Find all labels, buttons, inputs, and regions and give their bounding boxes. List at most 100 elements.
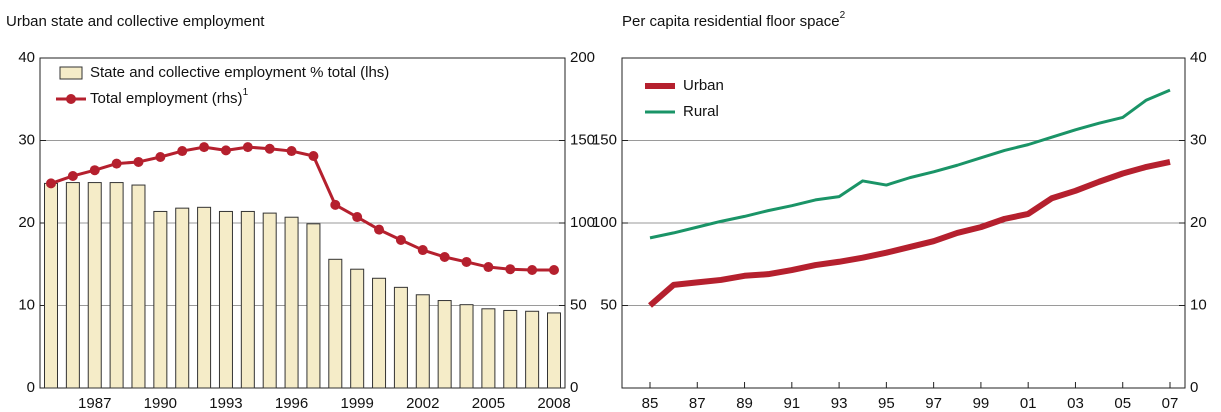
series-point xyxy=(89,165,100,176)
series-point xyxy=(374,224,385,235)
y2-tick-label: 10 xyxy=(1190,296,1207,313)
bar xyxy=(459,304,474,389)
title-note: 2 xyxy=(840,10,846,21)
legend-text: Urban xyxy=(683,77,724,94)
bar xyxy=(547,312,561,389)
series-point xyxy=(527,265,538,276)
bar xyxy=(65,182,80,389)
bar xyxy=(393,286,408,389)
bar xyxy=(87,182,102,389)
series-point xyxy=(461,256,472,267)
y2-tick-label: 30 xyxy=(1190,131,1207,148)
legend-text: Rural xyxy=(683,103,719,120)
legend-label: Urban xyxy=(683,77,724,94)
series-point xyxy=(242,142,253,153)
x-tick-label: 2008 xyxy=(537,395,570,412)
y-tick-label: 40 xyxy=(18,49,35,66)
y-tick-label: 30 xyxy=(18,131,35,148)
bar xyxy=(44,182,58,389)
legend-label: Rural xyxy=(683,103,719,120)
series-point xyxy=(352,212,363,223)
legend-text: State and collective employment % total … xyxy=(90,64,389,81)
bar xyxy=(328,258,343,389)
y2-tick-label: 0 xyxy=(570,379,578,396)
legend-note: 1 xyxy=(243,87,249,98)
series-point xyxy=(395,234,406,245)
legend-label: Total employment (rhs)1 xyxy=(90,87,249,107)
title-text: Urban state and collective employment xyxy=(6,13,265,30)
bar xyxy=(525,310,540,389)
chart-title: Urban state and collective employment xyxy=(6,13,265,30)
x-tick-label: 1999 xyxy=(340,395,373,412)
series-point xyxy=(67,170,78,181)
x-tick-label: 03 xyxy=(1067,395,1084,412)
bar xyxy=(218,210,233,389)
bar xyxy=(306,223,321,389)
bar xyxy=(415,294,430,389)
bar xyxy=(109,182,124,389)
bar xyxy=(262,212,277,389)
bar xyxy=(481,308,496,389)
series-line xyxy=(648,159,1171,308)
y-tick-label: 50 xyxy=(600,296,617,313)
legend-marker xyxy=(66,94,76,104)
series-point xyxy=(330,199,341,210)
x-tick-label: 2005 xyxy=(472,395,505,412)
bar xyxy=(197,206,212,389)
x-tick-label: 2002 xyxy=(406,395,439,412)
y2-tick-label: 100 xyxy=(570,214,595,231)
series-point xyxy=(220,145,231,156)
series-point xyxy=(46,178,56,189)
series-point xyxy=(505,264,516,275)
y-tick-label: 10 xyxy=(18,296,35,313)
x-tick-label: 1993 xyxy=(209,395,242,412)
x-tick-label: 97 xyxy=(925,395,942,412)
chart-title: Per capita residential floor space2 xyxy=(622,10,846,30)
series-point xyxy=(483,262,494,273)
series-point xyxy=(133,156,144,167)
series-line xyxy=(649,88,1171,240)
y-tick-label: 100 xyxy=(592,214,617,231)
x-tick-label: 1987 xyxy=(78,395,111,412)
x-tick-label: 07 xyxy=(1162,395,1179,412)
x-tick-label: 95 xyxy=(878,395,895,412)
bar xyxy=(503,309,518,389)
series-point xyxy=(417,245,428,256)
x-tick-label: 89 xyxy=(736,395,753,412)
title-text: Per capita residential floor space xyxy=(622,13,840,30)
legend-text: Total employment (rhs) xyxy=(90,90,243,107)
legend-label: State and collective employment % total … xyxy=(90,64,389,81)
x-tick-label: 1996 xyxy=(275,395,308,412)
x-tick-label: 05 xyxy=(1114,395,1131,412)
series-point xyxy=(549,265,559,276)
bar xyxy=(240,210,255,389)
legend-swatch xyxy=(59,66,83,80)
bar xyxy=(131,184,146,389)
y2-tick-label: 40 xyxy=(1190,49,1207,66)
x-tick-label: 93 xyxy=(831,395,848,412)
bar xyxy=(175,207,190,389)
bar xyxy=(284,216,299,389)
bar xyxy=(350,268,365,389)
bar xyxy=(437,300,452,389)
y2-tick-label: 20 xyxy=(1190,214,1207,231)
y-tick-label: 20 xyxy=(18,214,35,231)
series-point xyxy=(111,158,122,169)
series-point xyxy=(308,151,319,162)
y-tick-label: 0 xyxy=(27,379,35,396)
series-point xyxy=(439,251,450,262)
x-tick-label: 1990 xyxy=(144,395,177,412)
series-line xyxy=(50,145,554,272)
series-point xyxy=(264,143,275,154)
y2-tick-label: 0 xyxy=(1190,379,1198,396)
y-tick-label: 150 xyxy=(592,131,617,148)
y2-tick-label: 50 xyxy=(570,296,587,313)
series-point xyxy=(286,146,297,157)
x-tick-label: 87 xyxy=(689,395,706,412)
x-tick-label: 85 xyxy=(642,395,659,412)
x-tick-label: 01 xyxy=(1020,395,1037,412)
x-tick-label: 91 xyxy=(783,395,800,412)
bar xyxy=(372,277,387,389)
y2-tick-label: 200 xyxy=(570,49,595,66)
